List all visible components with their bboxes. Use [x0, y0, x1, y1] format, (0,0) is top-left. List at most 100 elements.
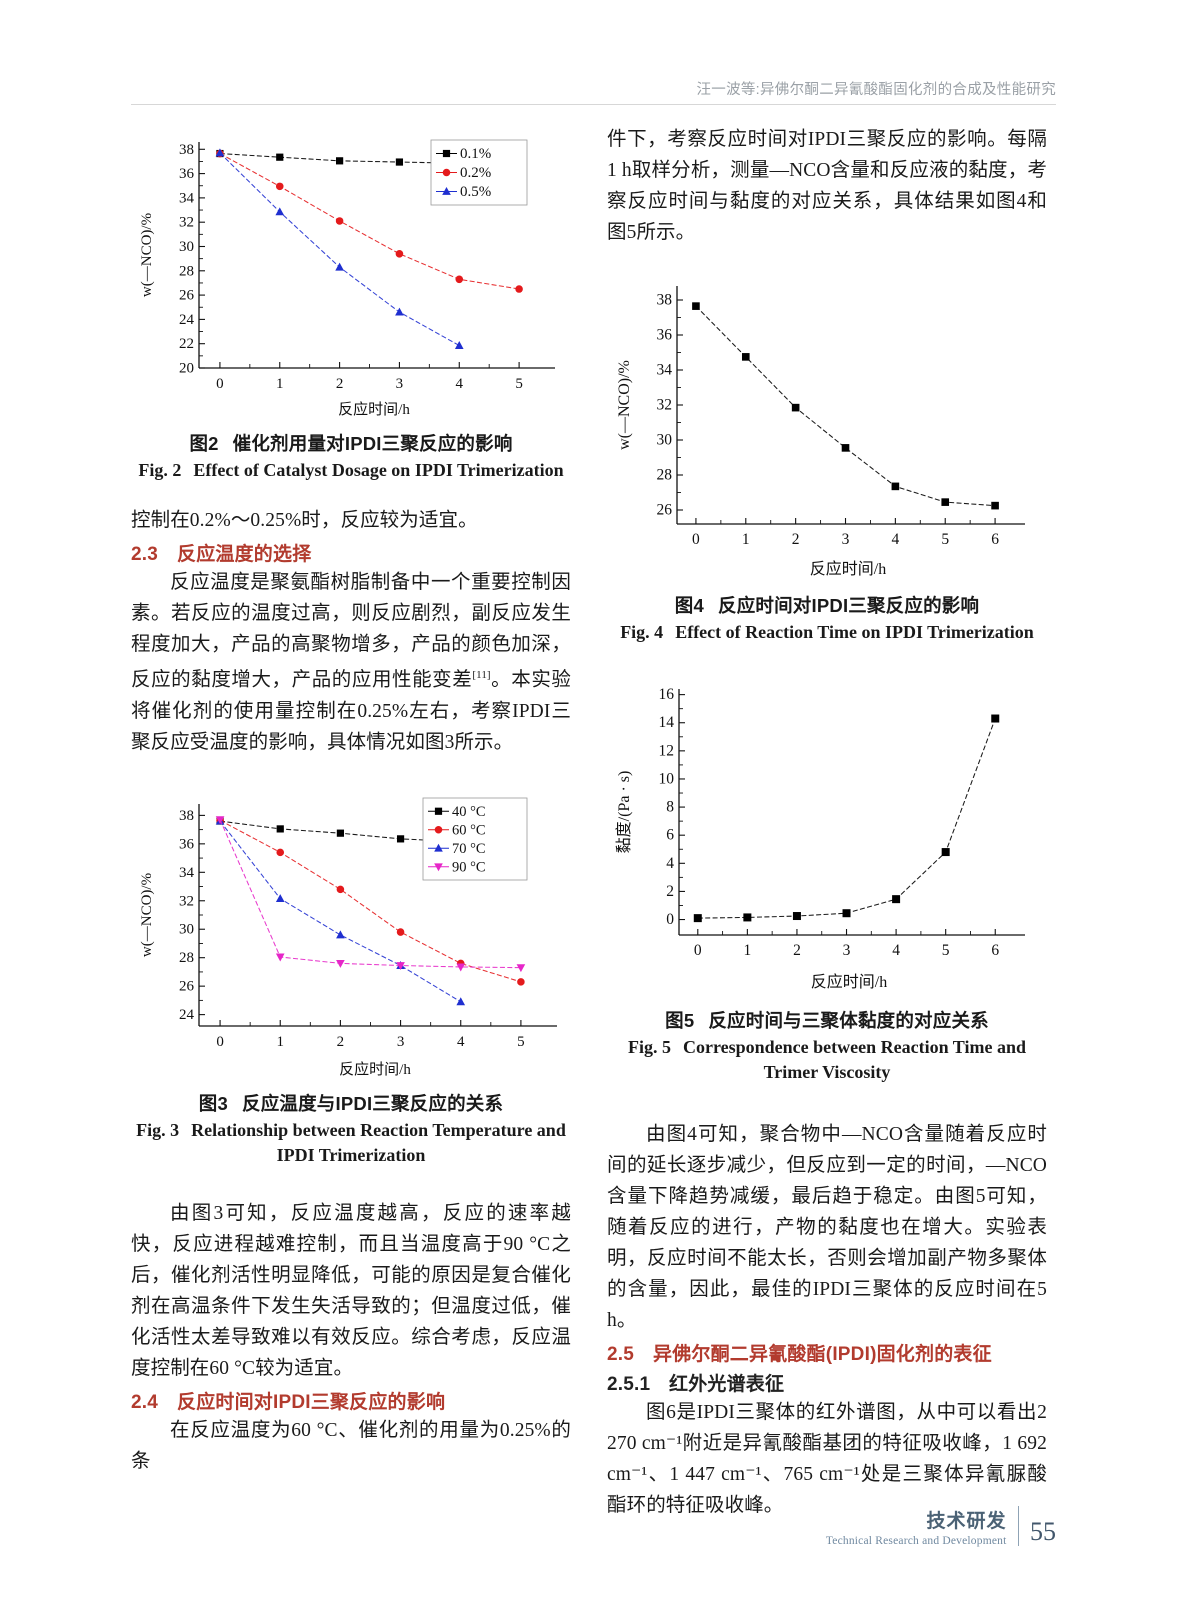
footer-section-cn: 技术研发 [926, 1510, 1007, 1532]
section-2-5-number: 2.5 [607, 1344, 635, 1365]
svg-text:0: 0 [692, 531, 700, 548]
left-para-3: 由图3可知，反应温度越高，反应的速率越快，反应进程越难控制，而且当温度高于90 … [131, 1202, 571, 1379]
svg-text:38: 38 [179, 142, 194, 158]
svg-text:60 °C: 60 °C [452, 822, 486, 838]
svg-text:4: 4 [891, 531, 899, 548]
svg-text:34: 34 [179, 864, 195, 880]
figure-4-cn-label: 图4 [674, 595, 704, 616]
svg-text:0: 0 [216, 1034, 224, 1050]
svg-text:28: 28 [179, 263, 194, 279]
figure-4-caption: 图4 反应时间对IPDI三聚反应的影响 Fig. 4 Effect of React… [607, 592, 1047, 645]
figure-4-chart: 26 28 30 32 34 36 38 0 1 2 3 4 5 6 w(—NCO)/% 反应时间/h [607, 266, 1047, 586]
section-2-3: 2.3 反应温度的选择 [131, 539, 571, 566]
svg-text:反应时间/h: 反应时间/h [810, 559, 886, 578]
svg-text:6: 6 [991, 942, 999, 959]
svg-text:32: 32 [179, 215, 194, 231]
left-para-1: 控制在0.2%～0.25%时，反应较为适宜。 [131, 510, 478, 531]
figure-2-cn-label: 图2 [189, 433, 219, 454]
left-para-2-b: 。本实验将催化剂的使用量控制在0.25%左右，考察IPDI三聚反应受温度的影响，… [131, 669, 572, 753]
svg-text:2: 2 [792, 531, 800, 548]
page-number: 55 [1030, 1517, 1056, 1546]
svg-text:38: 38 [657, 292, 673, 309]
svg-text:10: 10 [659, 770, 675, 787]
figure-2-chart: 20 22 24 26 28 30 32 34 36 38 0 1 2 3 4 5 w(—NCO)/% 反应时间/… [131, 124, 571, 424]
right-column: 件下，考察反应时间对IPDI三聚反应的影响。每隔1 h取样分析，测量—NCO含量… [607, 124, 1047, 1521]
svg-text:24: 24 [179, 312, 195, 328]
left-para-2-a: 反应温度是聚氨酯树脂制备中一个重要控制因素。若反应的温度过高，则反应剧烈，副反应… [131, 572, 571, 691]
figure-5-cn-label: 图5 [665, 1010, 695, 1031]
figure-5-caption: 图5 反应时间与三聚体黏度的对应关系 Fig. 5 Correspondence b… [607, 1007, 1047, 1085]
svg-text:2: 2 [793, 942, 801, 959]
svg-text:5: 5 [941, 531, 949, 548]
svg-text:0.1%: 0.1% [460, 146, 491, 162]
figure-5-chart: 0 2 4 6 8 10 12 14 16 0 1 2 3 4 5 6 黏度/(Pa · s) 反应时间/h [607, 671, 1047, 1001]
svg-text:28: 28 [179, 950, 194, 966]
reference-marker-11: [11] [472, 669, 491, 681]
svg-text:2: 2 [337, 1034, 345, 1050]
svg-text:1: 1 [276, 376, 284, 392]
svg-text:w(—NCO)/%: w(—NCO)/% [616, 360, 633, 450]
svg-text:3: 3 [397, 1034, 405, 1050]
figure-5: 0 2 4 6 8 10 12 14 16 0 1 2 3 4 5 6 黏度/(Pa · s) 反应时间/h 图5… [607, 671, 1047, 1085]
figure-3-caption: 图3 反应温度与IPDI三聚反应的关系 Fig. 3 Relationship be… [131, 1090, 571, 1168]
svg-text:6: 6 [991, 531, 999, 548]
page-footer: 技术研发 Technical Research and Development … [826, 1506, 1056, 1548]
svg-text:5: 5 [517, 1034, 525, 1050]
svg-text:4: 4 [457, 1034, 465, 1050]
right-para-2: 由图4可知，聚合物中—NCO含量随着反应时间的延长逐步减少，但反应到一定的时间，… [607, 1124, 1047, 1331]
svg-text:90 °C: 90 °C [452, 859, 486, 875]
svg-text:14: 14 [659, 714, 675, 731]
svg-text:1: 1 [743, 942, 751, 959]
svg-text:38: 38 [179, 807, 194, 823]
svg-text:4: 4 [892, 942, 900, 959]
svg-text:28: 28 [657, 467, 673, 484]
figure-2: 20 22 24 26 28 30 32 34 36 38 0 1 2 3 4 5 w(—NCO)/% 反应时间/… [131, 124, 571, 483]
svg-text:0: 0 [666, 911, 674, 928]
svg-text:36: 36 [657, 327, 673, 344]
section-2-5-title: 异佛尔酮二异氰酸酯(IPDI)固化剂的表征 [653, 1344, 992, 1365]
svg-text:4: 4 [666, 855, 674, 872]
svg-text:w(—NCO)/%: w(—NCO)/% [139, 872, 155, 956]
svg-text:20: 20 [179, 361, 194, 377]
svg-text:26: 26 [657, 502, 673, 519]
section-2-4-number: 2.4 [131, 1391, 159, 1413]
left-column: 20 22 24 26 28 30 32 34 36 38 0 1 2 3 4 5 w(—NCO)/% 反应时间/… [131, 124, 571, 1477]
figure-5-en-text-line2: Trimer Viscosity [763, 1062, 891, 1082]
figure-5-en-text: Correspondence between Reaction Time and [683, 1037, 1026, 1057]
right-para-1: 件下，考察反应时间对IPDI三聚反应的影响。每隔1 h取样分析，测量—NCO含量… [607, 129, 1047, 243]
svg-text:1: 1 [742, 531, 750, 548]
svg-text:反应时间/h: 反应时间/h [338, 400, 410, 418]
figure-4: 26 28 30 32 34 36 38 0 1 2 3 4 5 6 w(—NCO)/% 反应时间/h 图4 反… [607, 266, 1047, 645]
figure-4-cn-text: 反应时间对IPDI三聚反应的影响 [718, 595, 980, 616]
svg-text:16: 16 [659, 686, 675, 703]
figure-2-cn-text: 催化剂用量对IPDI三聚反应的影响 [232, 433, 513, 454]
svg-text:40 °C: 40 °C [452, 803, 486, 819]
section-2-4-title: 反应时间对IPDI三聚反应的影响 [177, 1391, 446, 1413]
figure-4-en-text: Effect of Reaction Time on IPDI Trimeriz… [675, 622, 1034, 642]
svg-text:5: 5 [942, 942, 950, 959]
svg-text:24: 24 [179, 1007, 195, 1023]
svg-text:0: 0 [694, 942, 702, 959]
right-para-3: 图6是IPDI三聚体的红外谱图，从中可以看出2 270 cm⁻¹附近是异氰酸酯基… [607, 1402, 1047, 1516]
figure-3-en-text-line2: IPDI Trimerization [276, 1144, 426, 1165]
figure-3-en-text: Relationship between Reaction Temperatur… [191, 1119, 566, 1140]
svg-text:26: 26 [179, 288, 195, 304]
svg-text:12: 12 [659, 742, 675, 759]
svg-text:4: 4 [456, 376, 464, 392]
footer-section-en: Technical Research and Development [825, 1534, 1007, 1547]
figure-5-cn-text: 反应时间与三聚体黏度的对应关系 [708, 1010, 989, 1031]
svg-text:30: 30 [657, 432, 673, 449]
svg-text:32: 32 [179, 893, 194, 909]
svg-text:8: 8 [666, 799, 674, 816]
svg-text:黏度/(Pa · s): 黏度/(Pa · s) [615, 771, 633, 854]
svg-text:反应时间/h: 反应时间/h [339, 1060, 411, 1078]
figure-3-cn-text: 反应温度与IPDI三聚反应的关系 [242, 1092, 504, 1114]
svg-text:2: 2 [666, 883, 674, 900]
svg-text:26: 26 [179, 978, 195, 994]
figure-3-chart: 24 26 28 30 32 34 36 38 0 1 2 3 4 5 w(—NCO)/% 反应时间/h 40 … [131, 784, 571, 1084]
section-2-3-number: 2.3 [131, 544, 159, 565]
svg-text:36: 36 [179, 166, 195, 182]
svg-text:30: 30 [179, 239, 194, 255]
section-2-4: 2.4 反应时间对IPDI三聚反应的影响 [131, 1387, 571, 1414]
footer-divider [1017, 1506, 1019, 1546]
